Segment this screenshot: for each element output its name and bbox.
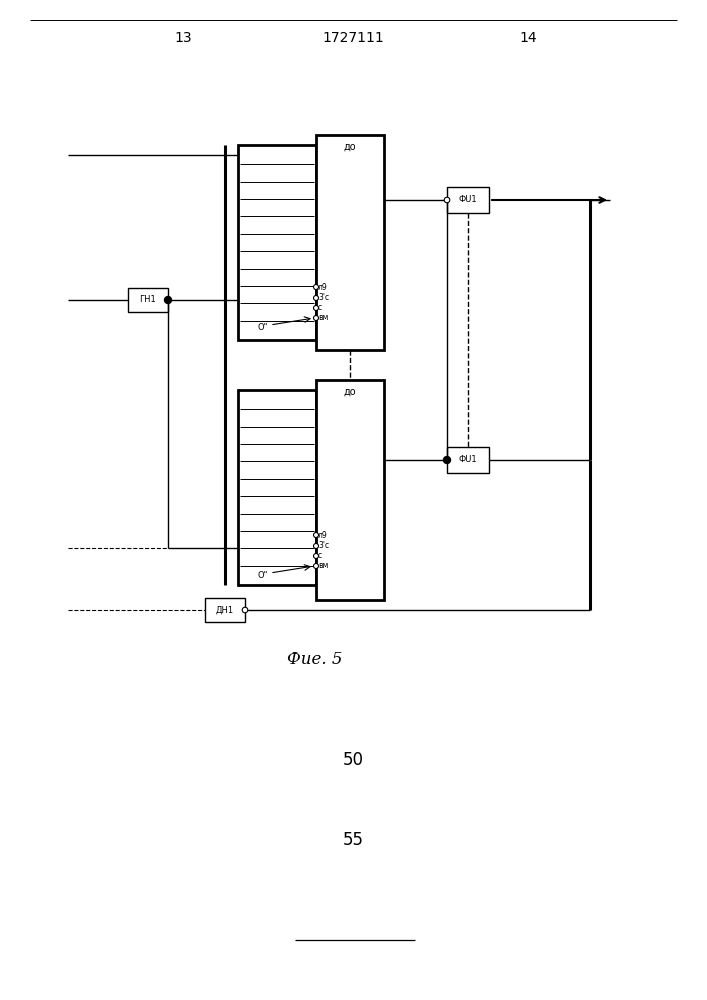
Circle shape [313, 554, 318, 558]
Circle shape [313, 544, 318, 548]
Circle shape [313, 306, 318, 310]
Text: ГН1: ГН1 [139, 296, 156, 304]
Text: 1727111: 1727111 [322, 31, 384, 45]
Circle shape [444, 197, 450, 203]
Circle shape [243, 607, 247, 613]
Circle shape [313, 532, 318, 538]
Circle shape [444, 457, 450, 463]
Bar [238, 145, 316, 340]
Circle shape [313, 284, 318, 290]
Bar [128, 288, 168, 312]
Text: до: до [344, 387, 356, 397]
Text: вм: вм [318, 314, 328, 322]
Circle shape [313, 564, 318, 568]
Text: 3'с: 3'с [318, 294, 329, 302]
Text: 13: 13 [174, 31, 192, 45]
Text: ФU1: ФU1 [459, 456, 477, 464]
Circle shape [443, 456, 450, 464]
Text: 14: 14 [519, 31, 537, 45]
Text: 50: 50 [342, 751, 363, 769]
Bar [238, 390, 316, 585]
Text: О": О" [258, 570, 269, 580]
Text: Фие. 5: Фие. 5 [287, 652, 343, 668]
Bar [447, 187, 489, 213]
Circle shape [313, 296, 318, 300]
Bar [316, 380, 384, 600]
Text: л9: л9 [318, 530, 328, 540]
Text: до: до [344, 142, 356, 152]
Text: 3'с: 3'с [318, 542, 329, 550]
Text: ФU1: ФU1 [459, 196, 477, 205]
Bar [205, 598, 245, 622]
Text: с: с [318, 552, 322, 560]
Circle shape [165, 296, 172, 304]
Bar [316, 135, 384, 350]
Bar [447, 447, 489, 473]
Circle shape [165, 298, 170, 302]
Text: л9: л9 [318, 282, 328, 292]
Circle shape [313, 316, 318, 320]
Text: ДН1: ДН1 [216, 605, 234, 614]
Text: с: с [318, 304, 322, 312]
Text: 55: 55 [342, 831, 363, 849]
Text: вм: вм [318, 562, 328, 570]
Text: О": О" [258, 324, 269, 332]
